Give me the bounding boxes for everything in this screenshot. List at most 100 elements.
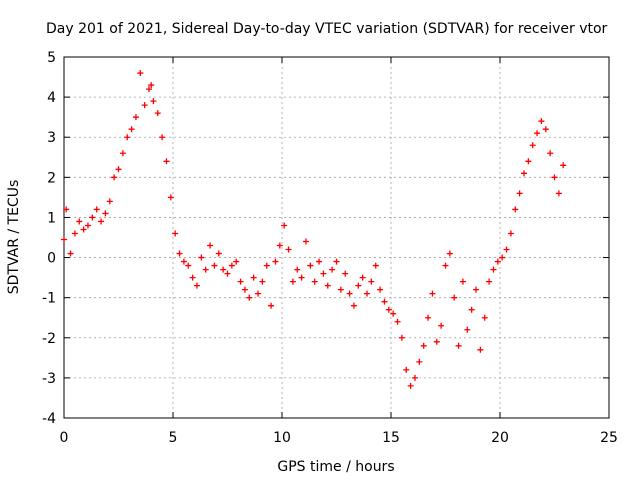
data-point <box>359 274 366 281</box>
data-point <box>220 266 227 273</box>
data-point <box>385 306 392 313</box>
data-point <box>93 206 100 213</box>
data-point <box>246 294 253 301</box>
y-axis-title: SDTVAR / TECUs <box>6 180 22 295</box>
data-point <box>241 286 248 293</box>
data-point <box>538 118 545 125</box>
data-point <box>433 338 440 345</box>
data-point <box>259 278 266 285</box>
data-point <box>289 278 296 285</box>
data-point <box>324 282 331 289</box>
data-point <box>193 282 200 289</box>
data-point <box>148 82 155 89</box>
data-point <box>381 298 388 305</box>
plot-frame <box>63 56 610 419</box>
y-tick-label: 0 <box>47 251 56 267</box>
data-point <box>119 150 126 157</box>
data-point <box>407 382 414 389</box>
y-tick-label: -2 <box>42 331 56 347</box>
data-point <box>551 174 558 181</box>
data-point <box>329 266 336 273</box>
data-point <box>180 258 187 265</box>
data-point <box>202 266 209 273</box>
data-point <box>276 242 283 249</box>
data-point <box>398 334 405 341</box>
data-point <box>429 290 436 297</box>
data-point <box>411 374 418 381</box>
data-point <box>61 236 67 243</box>
data-point <box>473 286 480 293</box>
data-point <box>525 158 532 165</box>
data-point <box>159 134 166 141</box>
data-point <box>272 258 279 265</box>
data-point <box>542 126 549 133</box>
data-point <box>132 114 139 121</box>
data-point <box>207 242 214 249</box>
data-point <box>346 290 353 297</box>
y-tick-label: -1 <box>42 291 56 307</box>
data-point <box>215 250 222 257</box>
data-point <box>106 198 113 205</box>
data-point <box>555 190 562 197</box>
data-point <box>416 358 423 365</box>
data-point <box>520 170 527 177</box>
grid <box>64 57 609 418</box>
data-point <box>298 274 305 281</box>
data-point <box>141 102 148 109</box>
x-tick-label: 0 <box>60 430 69 446</box>
x-axis-title: GPS time / hours <box>277 459 394 475</box>
data-point <box>481 314 488 321</box>
data-point <box>355 282 362 289</box>
data-point <box>63 206 70 213</box>
data-point <box>263 262 270 269</box>
y-tick-label: 2 <box>47 170 56 186</box>
data-point <box>468 306 475 313</box>
data-point <box>464 326 471 333</box>
data-point <box>403 366 410 373</box>
data-point <box>560 162 567 169</box>
data-point <box>71 230 78 237</box>
data-point <box>124 134 131 141</box>
x-tick-label: 25 <box>600 430 618 446</box>
data-point <box>67 250 74 257</box>
data-point <box>115 166 122 173</box>
y-tick-label: 5 <box>47 50 56 66</box>
data-point <box>394 318 401 325</box>
data-point <box>172 230 179 237</box>
data-point <box>503 246 510 253</box>
data-point <box>494 258 501 265</box>
data-point <box>425 314 432 321</box>
data-point <box>446 250 453 257</box>
data-point <box>167 194 174 201</box>
data-point <box>547 150 554 157</box>
x-tick-label: 20 <box>491 430 509 446</box>
data-point <box>499 254 506 261</box>
data-point <box>372 262 379 269</box>
data-point <box>84 222 91 229</box>
data-point <box>285 246 292 253</box>
data-point <box>233 258 240 265</box>
data-point <box>189 274 196 281</box>
data-point <box>211 262 218 269</box>
data-point <box>486 278 493 285</box>
data-point <box>146 86 153 93</box>
data-point <box>163 158 170 165</box>
data-point <box>307 262 314 269</box>
data-point <box>154 110 161 117</box>
chart-title: Day 201 of 2021, Sidereal Day-to-day VTE… <box>46 21 608 37</box>
data-point <box>368 278 375 285</box>
data-point <box>302 238 309 245</box>
data-point <box>316 258 323 265</box>
data-point <box>390 310 397 317</box>
data-points <box>61 70 567 389</box>
data-point <box>507 230 514 237</box>
data-point <box>364 290 371 297</box>
data-point <box>459 278 466 285</box>
axis-ticks: 0 5 10 15 20 25 -4 -3 -2 -1 0 1 2 3 4 5 <box>42 50 618 446</box>
data-point <box>281 222 288 229</box>
data-point <box>350 302 357 309</box>
data-point <box>512 206 519 213</box>
y-tick-label: -4 <box>42 411 56 427</box>
data-point <box>128 126 135 133</box>
